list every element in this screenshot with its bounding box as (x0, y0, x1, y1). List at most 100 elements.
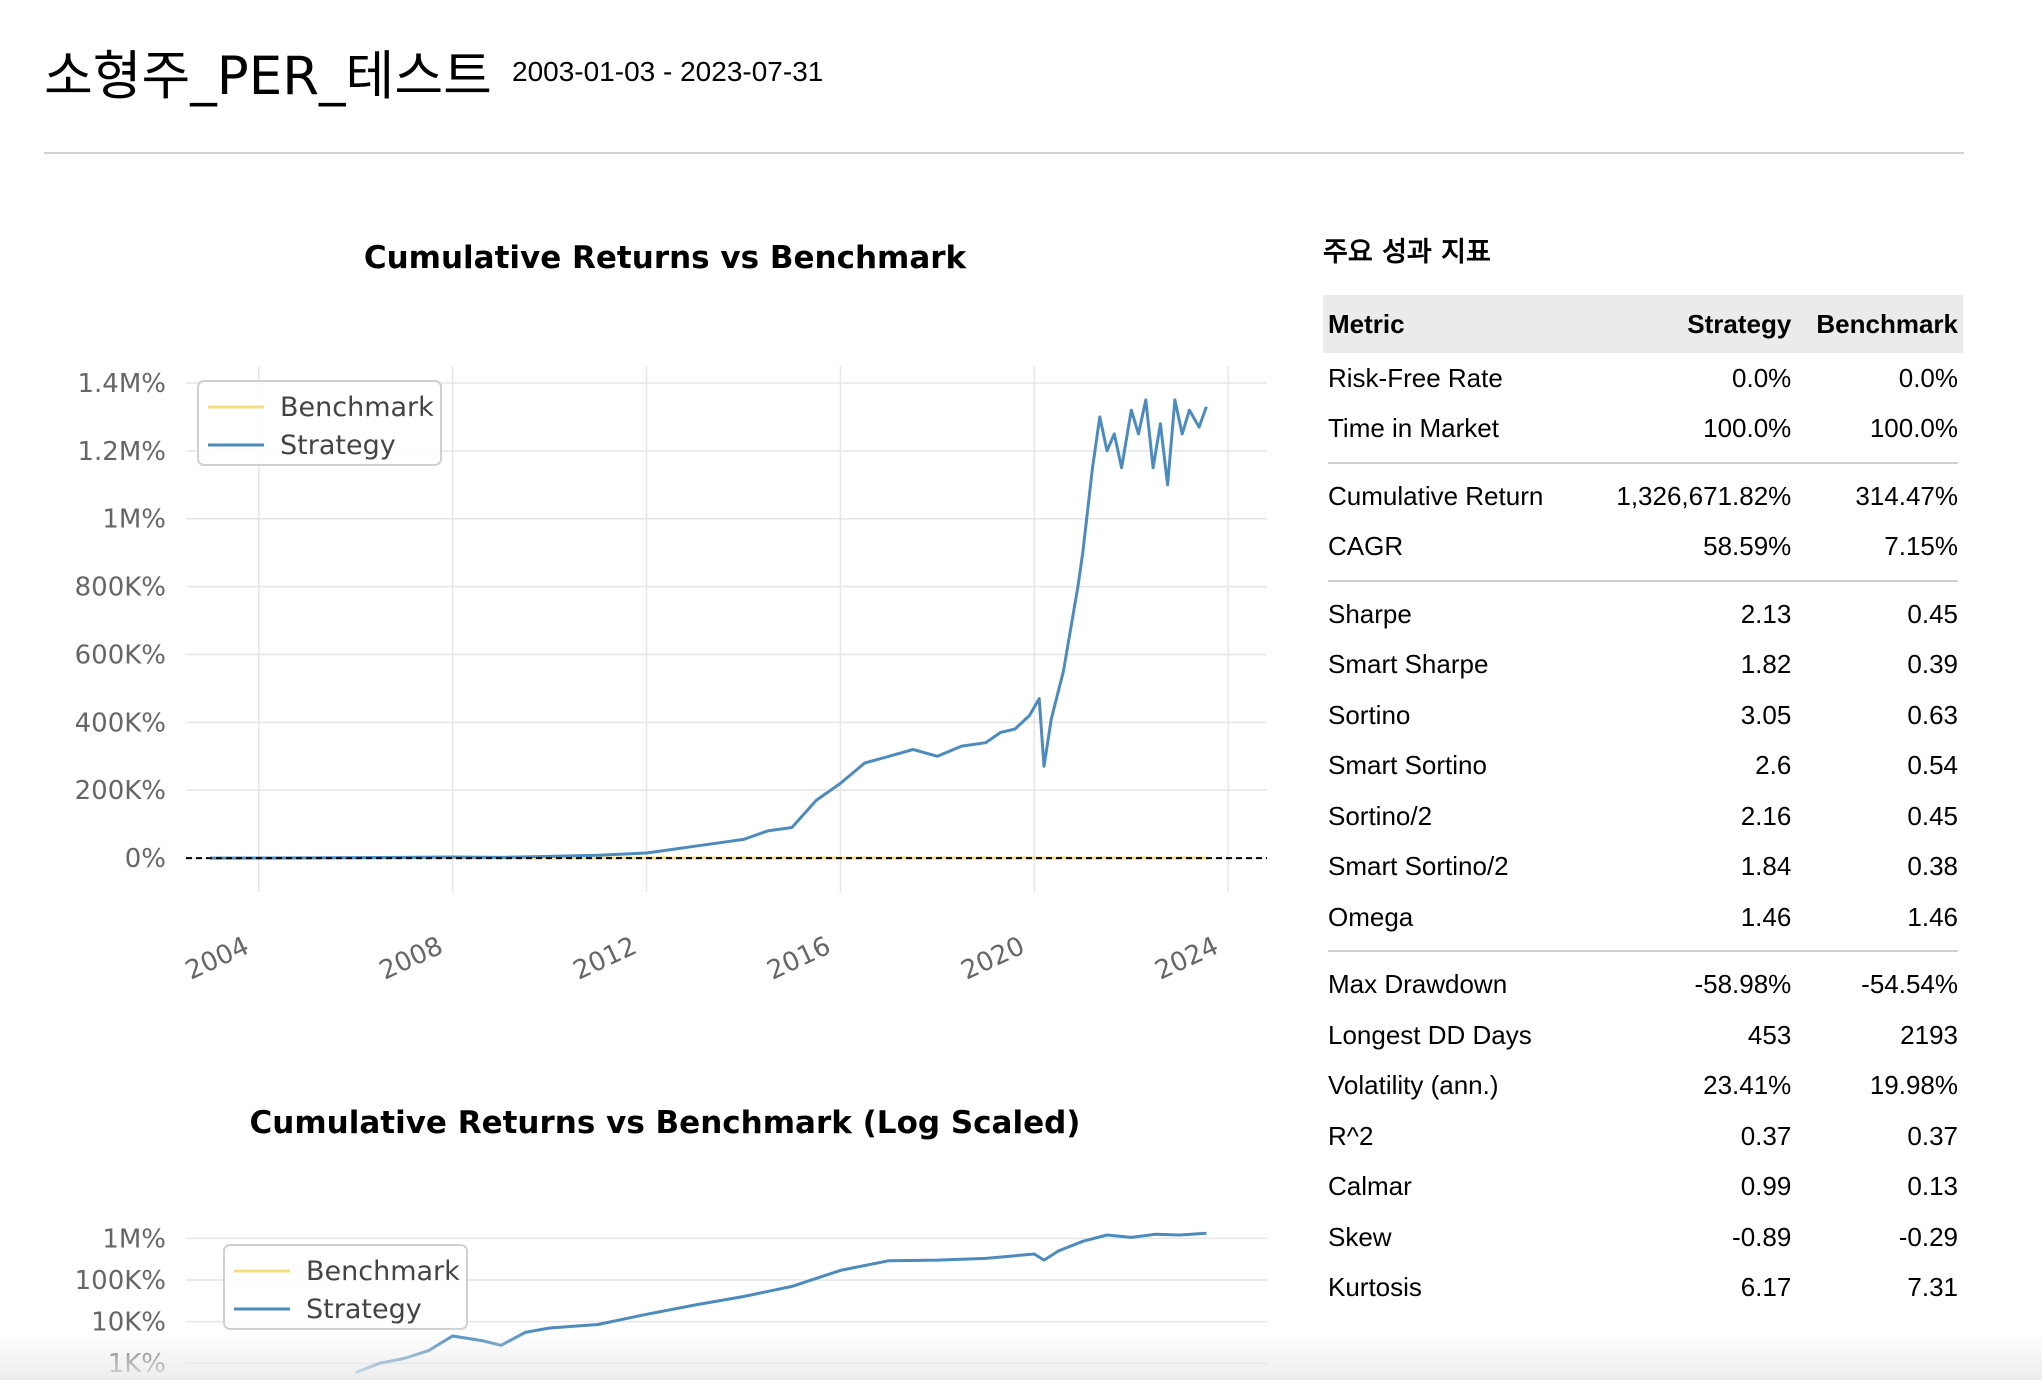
strategy-value: 3.05 (1593, 690, 1796, 741)
metric-row: Volatility (ann.)23.41%19.98% (1323, 1061, 1963, 1112)
metric-name: Time in Market (1323, 404, 1593, 455)
strategy-value: 23.41% (1593, 1061, 1796, 1112)
metrics-header-row: Metric Strategy Benchmark (1323, 295, 1963, 353)
metric-name: Max Drawdown (1323, 960, 1593, 1011)
strategy-value: -0.89 (1593, 1212, 1796, 1263)
strategy-value: 1.82 (1593, 640, 1796, 691)
strategy-value: 0.0% (1593, 353, 1796, 404)
group-separator (1323, 454, 1963, 471)
y-tick-label: 200K% (75, 776, 166, 806)
benchmark-value: -0.29 (1796, 1212, 1963, 1263)
metric-name: Smart Sortino (1323, 741, 1593, 792)
y-tick-label: 100K% (75, 1266, 166, 1296)
metric-name: Omega (1323, 892, 1593, 943)
benchmark-value: -54.54% (1796, 960, 1963, 1011)
y-tick-label: 1M% (102, 505, 166, 535)
page-title: 소형주_PER_테스트 (44, 34, 492, 110)
series-line-strategy (356, 1233, 1207, 1372)
column-header-benchmark: Benchmark (1796, 295, 1963, 353)
date-range: 2003-01-03 - 2023-07-31 (512, 56, 823, 88)
benchmark-value: 0.13 (1796, 1162, 1963, 1213)
strategy-value: 1.84 (1593, 842, 1796, 893)
log-returns-plot: 1K% 10K% 100K% 1M% Benchmark Strategy (40, 1105, 1300, 1385)
benchmark-value: 0.45 (1796, 589, 1963, 640)
benchmark-value: 1.46 (1796, 892, 1963, 943)
y-tick-label: 1K% (108, 1349, 166, 1379)
benchmark-value: 0.63 (1796, 690, 1963, 741)
strategy-value: 2.6 (1593, 741, 1796, 792)
metric-name: Kurtosis (1323, 1263, 1593, 1314)
benchmark-value: 19.98% (1796, 1061, 1963, 1112)
strategy-value: 100.0% (1593, 404, 1796, 455)
x-tick-label: 2016 (763, 931, 836, 986)
column-header-metric: Metric (1323, 295, 1593, 353)
metric-name: Smart Sortino/2 (1323, 842, 1593, 893)
metric-row: Skew-0.89-0.29 (1323, 1212, 1963, 1263)
strategy-value: 2.16 (1593, 791, 1796, 842)
metric-name: Skew (1323, 1212, 1593, 1263)
x-tick-label: 2012 (569, 931, 642, 986)
benchmark-value: 0.38 (1796, 842, 1963, 893)
benchmark-value: 7.31 (1796, 1263, 1963, 1314)
report-header: 소형주_PER_테스트 2003-01-03 - 2023-07-31 (44, 26, 1964, 154)
column-header-strategy: Strategy (1593, 295, 1796, 353)
metric-name: Smart Sharpe (1323, 640, 1593, 691)
y-tick-label: 400K% (75, 708, 166, 738)
strategy-value: 1,326,671.82% (1593, 471, 1796, 522)
legend-label: Strategy (306, 1294, 422, 1325)
metric-name: Sortino/2 (1323, 791, 1593, 842)
metric-name: Calmar (1323, 1162, 1593, 1213)
strategy-value: -58.98% (1593, 960, 1796, 1011)
metric-name: Sortino (1323, 690, 1593, 741)
x-tick-label: 2020 (957, 931, 1030, 986)
legend-label: Benchmark (306, 1256, 460, 1287)
strategy-value: 58.59% (1593, 522, 1796, 573)
metrics-table: Metric Strategy Benchmark Risk-Free Rate… (1323, 295, 1963, 1313)
strategy-value: 6.17 (1593, 1263, 1796, 1314)
group-separator (1323, 572, 1963, 589)
y-tick-label: 0% (125, 844, 166, 874)
benchmark-value: 314.47% (1796, 471, 1963, 522)
group-separator (1323, 943, 1963, 960)
y-tick-label: 800K% (75, 573, 166, 603)
strategy-value: 1.46 (1593, 892, 1796, 943)
benchmark-value: 0.39 (1796, 640, 1963, 691)
y-tick-label: 10K% (91, 1308, 166, 1338)
metric-name: CAGR (1323, 522, 1593, 573)
key-metrics-panel: 주요 성과 지표 Metric Strategy Benchmark Risk-… (1323, 230, 1963, 1313)
metric-name: R^2 (1323, 1111, 1593, 1162)
y-tick-label: 1.2M% (78, 437, 167, 467)
metric-name: Cumulative Return (1323, 471, 1593, 522)
y-tick-label: 600K% (75, 640, 166, 670)
y-tick-label: 1M% (102, 1224, 166, 1254)
benchmark-value: 0.0% (1796, 353, 1963, 404)
strategy-value: 453 (1593, 1010, 1796, 1061)
legend: Benchmark Strategy (224, 1245, 467, 1329)
x-tick-label: 2024 (1151, 931, 1224, 986)
strategy-value: 2.13 (1593, 589, 1796, 640)
benchmark-value: 0.37 (1796, 1111, 1963, 1162)
strategy-value: 0.99 (1593, 1162, 1796, 1213)
metric-name: Volatility (ann.) (1323, 1061, 1593, 1112)
benchmark-value: 7.15% (1796, 522, 1963, 573)
benchmark-value: 100.0% (1796, 404, 1963, 455)
x-tick-label: 2004 (181, 931, 254, 986)
